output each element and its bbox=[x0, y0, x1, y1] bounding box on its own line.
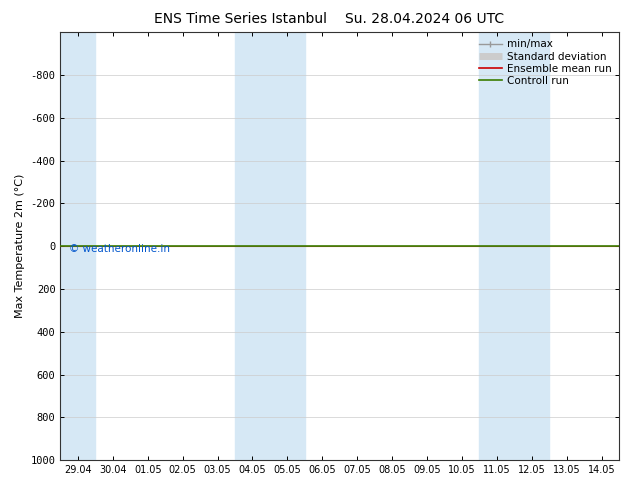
Text: ENS Time Series Istanbul: ENS Time Series Istanbul bbox=[155, 12, 327, 26]
Y-axis label: Max Temperature 2m (°C): Max Temperature 2m (°C) bbox=[15, 174, 25, 318]
Text: © weatheronline.in: © weatheronline.in bbox=[69, 244, 170, 254]
Text: Su. 28.04.2024 06 UTC: Su. 28.04.2024 06 UTC bbox=[346, 12, 504, 26]
Legend: min/max, Standard deviation, Ensemble mean run, Controll run: min/max, Standard deviation, Ensemble me… bbox=[477, 37, 614, 88]
Bar bbox=[235, 32, 305, 460]
Bar bbox=[60, 32, 95, 460]
Bar bbox=[479, 32, 549, 460]
